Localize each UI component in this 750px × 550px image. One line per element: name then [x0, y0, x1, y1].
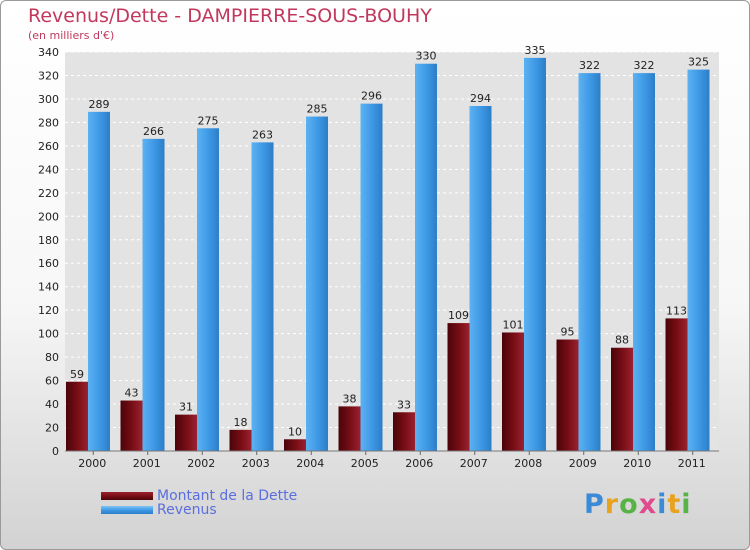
y-tick-label: 20	[45, 422, 59, 435]
bar-revenus	[578, 73, 601, 451]
y-tick-label: 140	[38, 281, 59, 294]
bar-revenus	[142, 138, 165, 451]
plot-area	[65, 52, 719, 451]
bar-dette	[611, 347, 633, 451]
y-tick-label: 260	[38, 140, 59, 153]
legend-swatch-dette	[101, 492, 153, 500]
x-tick-label: 2004	[296, 457, 324, 470]
bar-dette	[665, 318, 688, 451]
x-tick-label: 2001	[133, 457, 161, 470]
bar-revenus	[251, 142, 274, 452]
data-label: 18	[234, 416, 248, 429]
data-label: 109	[448, 309, 469, 322]
bar-revenus	[197, 128, 219, 451]
bar-dette	[120, 400, 143, 451]
proxiti-logo: Proxiti	[584, 489, 692, 520]
bar-revenus	[633, 73, 655, 451]
bar-dette	[393, 412, 415, 451]
y-tick-label: 0	[52, 445, 59, 458]
data-label: 101	[503, 318, 524, 331]
y-tick-label: 220	[38, 187, 59, 200]
y-tick-label: 320	[38, 69, 59, 82]
x-tick-label: 2003	[242, 457, 270, 470]
data-label: 330	[416, 50, 437, 63]
y-tick-label: 200	[38, 210, 59, 223]
data-label: 263	[252, 128, 273, 141]
x-tick-label: 2000	[78, 457, 106, 470]
y-tick-label: 100	[38, 328, 59, 341]
chart-title: Revenus/Dette - DAMPIERRE-SOUS-BOUHY	[28, 5, 432, 27]
x-tick-label: 2006	[405, 457, 433, 470]
x-tick-label: 2007	[460, 457, 488, 470]
data-label: 325	[688, 56, 709, 69]
x-tick-label: 2005	[351, 457, 379, 470]
y-tick-label: 160	[38, 257, 59, 270]
data-label: 322	[579, 59, 600, 72]
bar-dette	[66, 381, 88, 451]
bar-dette	[284, 439, 306, 451]
data-label: 88	[615, 334, 629, 347]
y-tick-label: 60	[45, 375, 59, 388]
bar-dette	[556, 339, 579, 451]
bar-dette	[229, 429, 252, 451]
y-tick-label: 240	[38, 163, 59, 176]
data-label: 10	[288, 425, 302, 438]
data-label: 335	[525, 44, 546, 57]
bar-revenus	[415, 63, 437, 452]
data-label: 59	[70, 368, 84, 381]
legend-item-revenus: Revenus	[101, 502, 217, 518]
data-label: 285	[307, 103, 328, 116]
y-tick-label: 280	[38, 116, 59, 129]
data-label: 95	[561, 326, 575, 339]
x-tick-label: 2009	[569, 457, 597, 470]
bar-dette	[447, 323, 470, 451]
bar-revenus	[687, 69, 710, 452]
bar-dette	[502, 332, 524, 451]
x-tick-label: 2002	[187, 457, 215, 470]
data-label: 322	[634, 59, 655, 72]
data-label: 33	[397, 398, 411, 411]
bar-revenus	[360, 103, 383, 452]
data-label: 31	[179, 401, 193, 414]
bar-revenus	[469, 105, 492, 451]
data-label: 43	[125, 387, 139, 400]
data-label: 113	[666, 304, 687, 317]
data-label: 289	[89, 98, 110, 111]
y-tick-label: 340	[38, 46, 59, 59]
bar-dette	[175, 414, 197, 451]
bar-revenus	[524, 57, 546, 451]
data-label: 38	[343, 392, 357, 405]
x-tick-label: 2008	[514, 457, 542, 470]
bar-revenus	[306, 116, 328, 451]
bar-revenus	[88, 111, 110, 451]
x-tick-label: 2011	[678, 457, 706, 470]
bar-dette	[338, 406, 361, 451]
legend-label-revenus: Revenus	[157, 502, 217, 518]
legend-label-dette: Montant de la Dette	[157, 488, 298, 504]
legend-swatch-revenus	[101, 506, 153, 514]
data-label: 275	[198, 114, 219, 127]
data-label: 266	[143, 125, 164, 138]
x-tick-label: 2010	[623, 457, 651, 470]
y-tick-label: 80	[45, 351, 59, 364]
y-tick-label: 120	[38, 304, 59, 317]
chart-subtitle: (en milliers d'€)	[28, 29, 115, 42]
legend-item-dette: Montant de la Dette	[101, 488, 297, 504]
data-label: 296	[361, 90, 382, 103]
data-label: 294	[470, 92, 491, 105]
y-tick-label: 180	[38, 234, 59, 247]
y-tick-label: 40	[45, 398, 59, 411]
y-tick-label: 300	[38, 93, 59, 106]
